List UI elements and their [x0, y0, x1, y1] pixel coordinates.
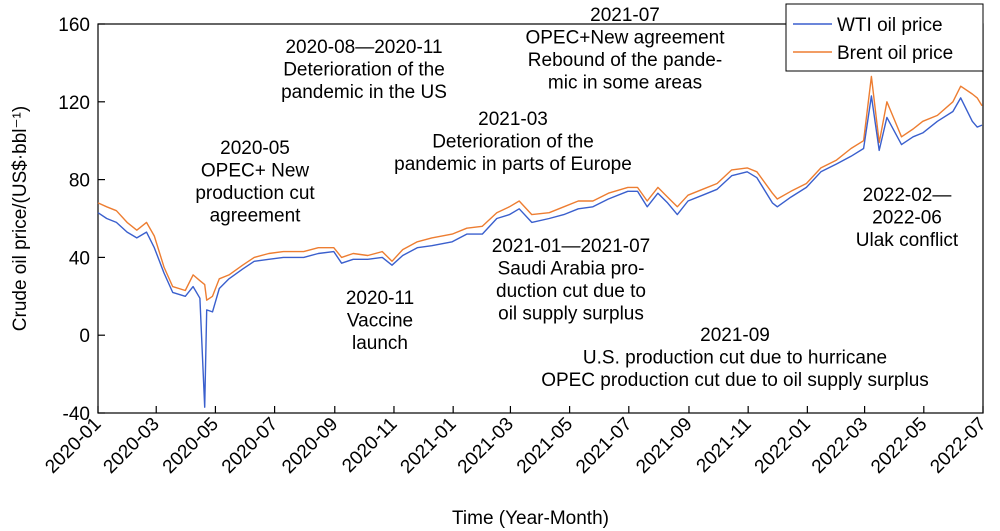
y-tick-label: -40	[63, 404, 90, 425]
y-axis-title: Crude oil price/(US$·bbl⁻¹)	[10, 106, 31, 331]
annotation-line: 2022-02—	[863, 185, 952, 206]
series-line-wti	[97, 95, 983, 408]
annotation-line: OPEC+ New	[201, 161, 310, 182]
annotation-line: Vaccine	[347, 311, 413, 332]
x-tick-label: 2021-05	[513, 414, 577, 478]
y-tick-label: 40	[69, 248, 90, 269]
x-axis-title: Time (Year-Month)	[452, 508, 609, 529]
x-tick-label: 2021-03	[454, 414, 518, 478]
x-tick-label: 2020-11	[338, 414, 401, 477]
x-tick-label: 2020-05	[159, 414, 223, 478]
annotation-line: oil supply surplus	[498, 304, 644, 325]
legend-label: WTI oil price	[837, 15, 943, 36]
annotation-line: production cut	[195, 183, 315, 204]
y-tick-label: 160	[58, 15, 90, 36]
annotation-line: 2021-09	[700, 325, 770, 346]
x-tick-label: 2022-07	[926, 414, 990, 478]
annotation-line: 2021-03	[478, 109, 548, 130]
annotation-line: mic in some areas	[548, 73, 702, 94]
annotation-line: 2021-07	[590, 5, 660, 26]
annotation-line: 2020-11	[346, 288, 414, 309]
x-tick-label: 2021-01	[397, 414, 461, 478]
annotation-line: 2022-06	[872, 208, 942, 229]
legend: WTI oil price Brent oil price	[785, 3, 984, 72]
x-tick-label: 2021-11	[693, 414, 756, 477]
x-tick-label: 2022-01	[751, 414, 815, 478]
x-tick-label: 2020-03	[100, 414, 164, 478]
x-tick-label: 2022-03	[808, 414, 872, 478]
y-tick-label: 80	[69, 171, 90, 192]
annotation-line: 2020-05	[220, 138, 290, 159]
legend-box	[785, 3, 984, 72]
annotation-line: Saudi Arabia pro-	[498, 259, 645, 280]
annotation-line: pandemic in the US	[281, 82, 447, 103]
x-tick-label: 2021-07	[572, 414, 636, 478]
y-tick-label: 120	[58, 93, 90, 114]
annotation-line: 2020-08—2020-11	[285, 37, 442, 58]
annotation-line: Ulak conflict	[856, 230, 959, 251]
annotation-line: 2021-01—2021-07	[492, 236, 650, 257]
x-tick-label: 2022-05	[867, 414, 931, 478]
annotation-line: pandemic in parts of Europe	[394, 154, 632, 175]
series-layer	[97, 75, 983, 408]
annotation-line: launch	[352, 333, 408, 354]
x-tick-label: 2021-09	[632, 414, 696, 478]
series-line-brent	[97, 75, 983, 301]
plot-frame	[97, 23, 984, 414]
annotation-line: agreement	[210, 206, 302, 227]
x-tick-label: 2020-07	[218, 414, 282, 478]
x-tick-label: 2020-09	[278, 414, 342, 478]
annotation-line: OPEC+New agreement	[525, 28, 725, 49]
annotation-line: Deterioration of the	[283, 60, 445, 81]
y-tick-label: 0	[79, 326, 90, 347]
annotation-line: Rebound of the pande-	[528, 50, 722, 71]
annotation-line: OPEC production cut due to oil supply su…	[541, 370, 929, 391]
legend-label: Brent oil price	[837, 43, 953, 64]
annotation-line: Deterioration of the	[432, 132, 594, 153]
annotation-line: U.S. production cut due to hurricane	[583, 348, 887, 369]
annotation-line: duction cut due to	[496, 281, 646, 302]
